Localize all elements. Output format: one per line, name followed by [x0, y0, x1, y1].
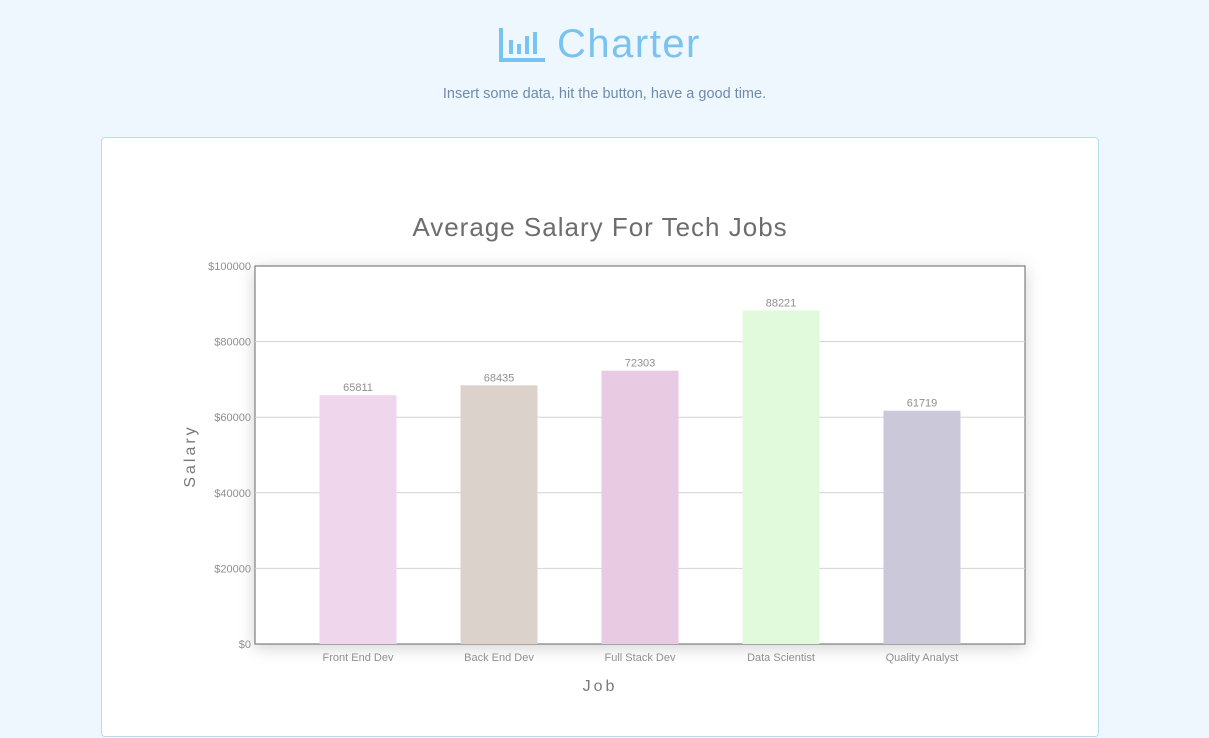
y-tick-label: $100000	[208, 261, 251, 273]
y-tick-label: $60000	[214, 412, 251, 424]
x-tick-label: Back End Dev	[464, 652, 534, 664]
y-tick-label: $80000	[214, 337, 251, 349]
bar-chart-icon	[499, 28, 545, 62]
y-axis-title: Salary	[182, 424, 199, 487]
bar	[460, 385, 538, 644]
x-tick-label: Data Scientist	[747, 652, 815, 664]
x-tick-label: Front End Dev	[323, 652, 394, 664]
bar-value-label: 61719	[907, 398, 938, 410]
bar	[742, 310, 820, 644]
chart-card: Average Salary For Tech Jobs $0 $20000 $40…	[101, 137, 1099, 737]
bar-value-label: 88221	[766, 298, 797, 310]
bar-value-label: 72303	[625, 358, 656, 370]
app-title: Charter	[557, 22, 701, 66]
bar-value-label: 68435	[484, 372, 515, 384]
x-tick-label: Full Stack Dev	[605, 652, 676, 664]
y-tick-label: $40000	[214, 488, 251, 500]
x-tick-label: Quality Analyst	[886, 652, 959, 664]
bar	[319, 395, 397, 644]
brand: Charter	[497, 22, 701, 66]
bar-value-label: 65811	[343, 382, 373, 394]
y-tick-label: $0	[239, 639, 251, 651]
bar-chart: Average Salary For Tech Jobs $0 $20000 $40…	[182, 212, 1026, 695]
chart-title: Average Salary For Tech Jobs	[412, 212, 787, 242]
y-tick-label: $20000	[214, 563, 251, 575]
tagline: Insert some data, hit the button, have a…	[442, 86, 767, 102]
bar	[883, 410, 961, 644]
x-axis-title: Job	[583, 678, 618, 695]
bar	[601, 370, 679, 644]
